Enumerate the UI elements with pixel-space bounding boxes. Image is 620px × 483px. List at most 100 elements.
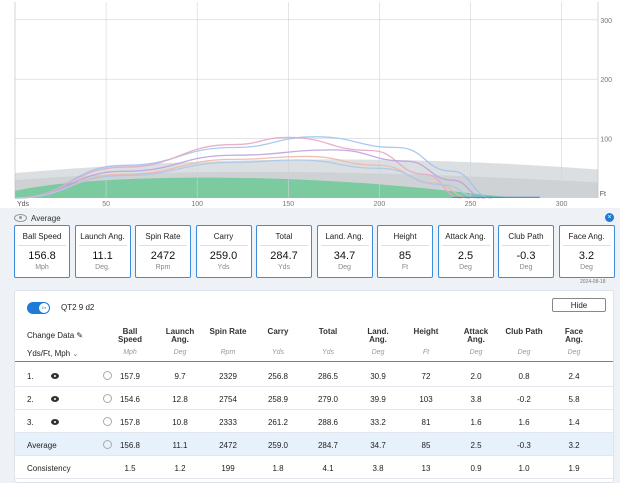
close-icon[interactable]: × — [605, 213, 614, 222]
column-header[interactable]: Carry — [255, 328, 301, 336]
table-cell: 1.2 — [174, 464, 186, 473]
delete-shot-icon[interactable] — [103, 394, 112, 403]
column-unit: Mph — [123, 349, 137, 356]
trajectory-chart-svg: 50 100 150 200 250 300 100 200 300 Yds Ft — [14, 2, 612, 208]
column-unit: Yds — [271, 349, 285, 356]
table-cell: -0.2 — [517, 395, 531, 404]
delete-shot-icon[interactable] — [103, 371, 112, 380]
column-header-line1: Face — [564, 327, 584, 336]
change-data-label: Change Data — [27, 331, 75, 340]
hide-button[interactable]: Hide — [552, 298, 606, 312]
table-cell: 1.4 — [568, 418, 580, 427]
table-cell: 157.8 — [119, 418, 141, 427]
table-cell: 1.0 — [518, 464, 530, 473]
table-row[interactable]: 2. 154.6 12.8 2754 258.9 279.0 39.9 103 3.8 -0.2 5… — [15, 387, 613, 410]
column-unit: Rpm — [220, 349, 236, 356]
metric-card[interactable]: Launch Ang. 11.1 Deg. — [74, 225, 131, 278]
metric-divider — [18, 245, 66, 246]
average-label: Average — [31, 213, 61, 223]
metric-card[interactable]: Carry 259.0 Yds — [195, 225, 252, 278]
metric-card[interactable]: Club Path -0.3 Deg — [498, 225, 554, 278]
metric-value: 85 — [398, 250, 412, 262]
table-cell: 13 — [421, 464, 431, 473]
table-row[interactable]: Average 156.8 11.1 2472 259.0 284.7 34.7 85 2.5 -… — [15, 433, 613, 456]
metric-divider — [502, 245, 550, 246]
metric-value: 284.7 — [270, 250, 298, 262]
column-header[interactable]: Face Ang. — [551, 328, 597, 344]
metric-unit: Deg. — [95, 264, 110, 271]
column-header[interactable]: Total — [305, 328, 351, 336]
column-header-line1: Ball — [122, 327, 138, 336]
metric-unit: Yds — [217, 264, 230, 271]
table-cell: 12.8 — [172, 395, 188, 404]
eye-icon[interactable] — [14, 214, 27, 222]
table-cell: 3.8 — [470, 395, 482, 404]
column-header-line1: Total — [318, 327, 338, 336]
metric-card[interactable]: Height 85 Ft — [377, 225, 433, 278]
table-cell: 72 — [421, 372, 431, 381]
table-cell: 2333 — [219, 418, 237, 427]
eye-icon[interactable] — [51, 373, 59, 379]
eye-icon[interactable] — [51, 396, 59, 402]
column-unit: Deg — [469, 349, 483, 356]
table-row[interactable]: Consistency 1.5 1.2 199 1.8 4.1 3.8 13 0.9 1.0 1.9 — [15, 456, 613, 479]
metric-label: Height — [393, 232, 417, 241]
metric-unit: Yds — [277, 264, 291, 271]
column-header-line2: Ang. — [467, 335, 485, 344]
x-tick-label: 200 — [374, 201, 386, 208]
metric-divider — [381, 245, 429, 246]
column-header[interactable]: Launch Ang. — [157, 328, 203, 344]
metric-card[interactable]: Attack Ang. 2.5 Deg — [437, 225, 494, 278]
trajectory-chart: 50 100 150 200 250 300 100 200 300 Yds Ft — [0, 0, 620, 208]
table-row[interactable]: 1. 157.9 9.7 2329 256.8 286.5 30.9 72 2.0 0.8 2.4 — [15, 364, 613, 387]
metric-card[interactable]: Ball Speed 156.8 Mph — [14, 225, 70, 278]
table-cell: -0.3 — [517, 441, 531, 450]
column-header-line1: Carry — [267, 327, 289, 336]
table-cell: 2329 — [219, 372, 237, 381]
table-cell: 1.9 — [568, 464, 580, 473]
column-header[interactable]: Attack Ang. — [453, 328, 499, 344]
y-axis-label: Ft — [600, 191, 606, 198]
dispersion-band-green — [15, 177, 517, 198]
metric-card[interactable]: Face Ang. 3.2 Deg — [558, 225, 615, 278]
eye-icon[interactable] — [51, 419, 59, 425]
metric-card[interactable]: Spin Rate 2472 Rpm — [135, 225, 191, 278]
metric-label: Launch Ang. — [80, 232, 125, 241]
column-header[interactable]: Club Path — [501, 328, 547, 336]
x-tick-label: 150 — [282, 201, 294, 208]
metric-card[interactable]: Land. Ang. 34.7 Deg — [316, 225, 373, 278]
x-tick-label: 250 — [465, 201, 477, 208]
units-selector[interactable]: Yds/Ft, Mph ⌄ — [27, 349, 78, 358]
metric-label: Ball Speed — [22, 232, 62, 241]
column-unit: Deg — [567, 349, 581, 356]
table-cell: 85 — [421, 441, 431, 450]
delete-shot-icon[interactable] — [103, 440, 112, 449]
column-header-line2: Ang. — [369, 335, 387, 344]
metric-value: 34.7 — [333, 250, 356, 262]
column-header-line2: Ang. — [565, 335, 583, 344]
table-cell: 33.2 — [370, 418, 386, 427]
table-cell: 261.2 — [267, 418, 289, 427]
table-cell: 157.9 — [119, 372, 141, 381]
table-cell: 4.1 — [322, 464, 334, 473]
column-unit: Yds — [321, 349, 335, 356]
column-header-line1: Height — [413, 327, 439, 336]
club-toggle[interactable]: Dr — [27, 302, 50, 314]
delete-shot-icon[interactable] — [103, 417, 112, 426]
column-header[interactable]: Height — [403, 328, 449, 336]
metric-cards: Ball Speed 156.8 Mph Launch Ang. 11.1 Deg… — [14, 225, 615, 278]
table-row[interactable]: 3. 157.8 10.8 2333 261.2 288.6 33.2 81 1.6 1.6 1.4 — [15, 410, 613, 433]
table-cell: 259.0 — [267, 441, 289, 450]
column-header-line2: Ang. — [171, 335, 189, 344]
metric-divider — [78, 245, 127, 246]
metric-divider — [139, 245, 187, 246]
y-tick-label: 300 — [600, 18, 612, 25]
table-cell: 1.6 — [470, 418, 482, 427]
column-header[interactable]: Ball Speed — [107, 328, 153, 344]
metric-card[interactable]: Total 284.7 Yds — [256, 225, 312, 278]
column-header[interactable]: Land. Ang. — [355, 328, 401, 344]
metric-value: 3.2 — [578, 250, 595, 262]
change-data-link[interactable]: Change Data ✎ — [27, 331, 83, 340]
column-header[interactable]: Spin Rate — [205, 328, 251, 336]
table-cell: 81 — [421, 418, 431, 427]
